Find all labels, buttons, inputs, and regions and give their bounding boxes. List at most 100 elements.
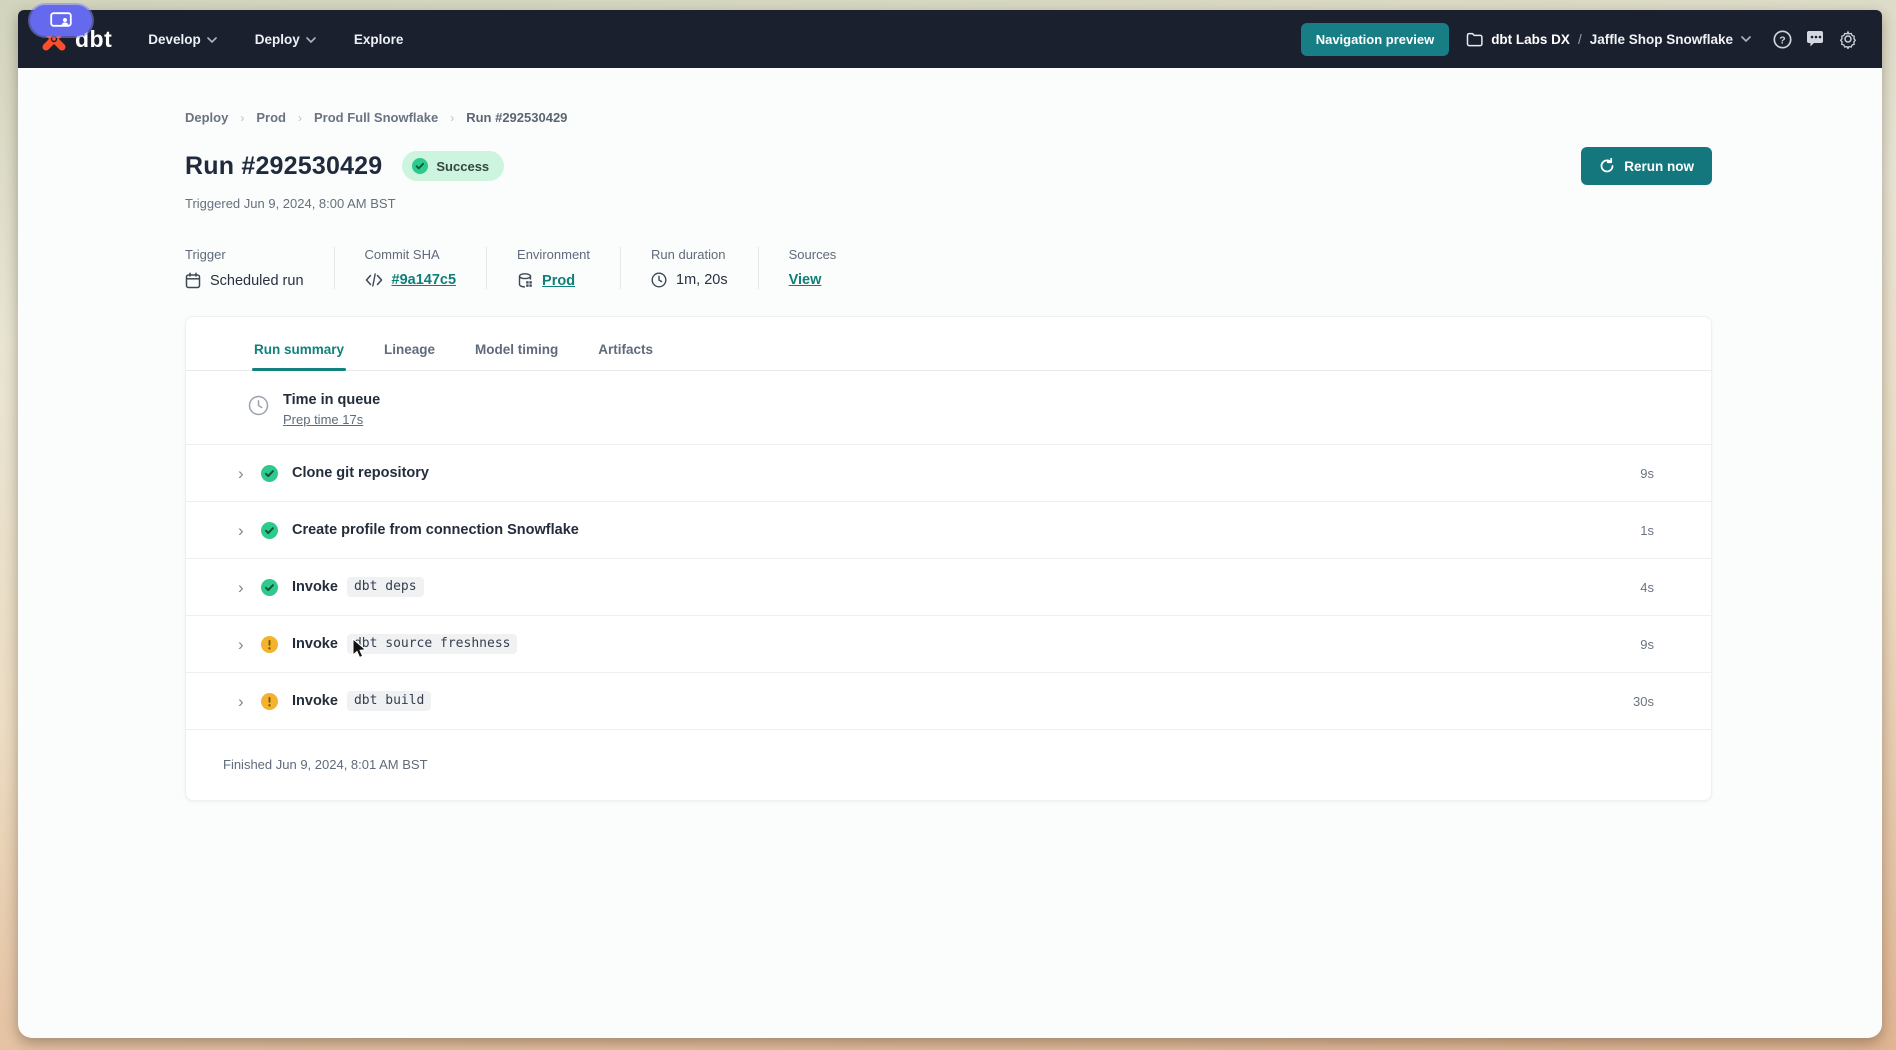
environment-link[interactable]: Prod <box>542 272 576 289</box>
project-name: Jaffle Shop Snowflake <box>1589 31 1733 47</box>
step-label: Invoke <box>292 579 338 595</box>
time-in-queue-title: Time in queue <box>283 392 381 408</box>
account-project-switcher[interactable]: dbt Labs DX / Jaffle Shop Snowflake <box>1466 32 1751 47</box>
chevron-down-icon <box>206 37 217 43</box>
account-name: dbt Labs DX <box>1491 31 1570 47</box>
step-duration: 4s <box>1640 579 1654 595</box>
screen-share-indicator[interactable] <box>30 5 92 36</box>
tab-bar: Run summary Lineage Model timing Artifac… <box>186 317 1711 371</box>
clock-icon <box>651 272 667 288</box>
menu-deploy[interactable]: Deploy <box>255 32 316 47</box>
step-row-clone-git[interactable]: › Clone git repository 9s <box>186 445 1711 502</box>
run-summary-card: Run summary Lineage Model timing Artifac… <box>185 316 1712 801</box>
step-command-chip: dbt deps <box>346 577 424 597</box>
run-meta-row: Trigger Scheduled run Commit SHA <box>185 247 1712 289</box>
mouse-cursor <box>352 638 367 659</box>
step-row-source-freshness[interactable]: › Invoke dbt source freshness 9s <box>186 616 1711 673</box>
step-duration: 30s <box>1633 693 1654 709</box>
menu-develop-label: Develop <box>148 31 201 47</box>
success-check-icon <box>261 464 278 482</box>
meta-duration-label: Run duration <box>651 247 726 262</box>
step-label: Clone git repository <box>292 465 429 481</box>
step-label: Create profile from connection Snowflake <box>292 522 579 538</box>
step-command-chip: dbt build <box>346 691 432 711</box>
svg-text:?: ? <box>1779 34 1785 46</box>
chevron-down-icon <box>306 37 316 43</box>
navbar-right: Navigation preview dbt Labs DX / Jaffle … <box>1300 22 1858 56</box>
top-navbar: dbt Develop Deploy Explore Navigation pr… <box>18 10 1882 68</box>
help-icon[interactable]: ? <box>1772 29 1792 49</box>
step-row-dbt-deps[interactable]: › Invoke dbt deps 4s <box>186 559 1711 616</box>
breadcrumb-run: Run #292530429 <box>466 110 568 125</box>
step-command-chip: dbt source freshness <box>346 634 518 654</box>
main-menu: Develop Deploy Explore <box>148 32 403 47</box>
tab-artifacts[interactable]: Artifacts <box>598 342 654 357</box>
expand-chevron-icon[interactable]: › <box>238 463 244 483</box>
menu-explore-label: Explore <box>353 31 404 47</box>
step-label: Invoke <box>292 693 338 709</box>
rerun-now-label: Rerun now <box>1624 158 1694 174</box>
screen-person-icon <box>50 12 72 27</box>
breadcrumb-separator-icon: › <box>450 110 455 125</box>
meta-trigger-value: Scheduled run <box>210 272 304 289</box>
meta-run-duration: Run duration 1m, 20s <box>651 247 759 289</box>
tab-run-summary[interactable]: Run summary <box>251 342 347 371</box>
meta-commit-label: Commit SHA <box>364 247 440 262</box>
success-check-icon <box>412 158 429 174</box>
breadcrumb-deploy[interactable]: Deploy <box>185 110 229 125</box>
app-window: dbt Develop Deploy Explore Navigation pr… <box>18 10 1882 1038</box>
meta-trigger: Trigger Scheduled run <box>185 247 335 289</box>
menu-explore[interactable]: Explore <box>354 32 404 47</box>
step-duration: 9s <box>1640 636 1654 652</box>
breadcrumb-prod[interactable]: Prod <box>256 110 286 125</box>
step-duration: 1s <box>1640 522 1654 538</box>
tab-model-timing[interactable]: Model timing <box>475 342 559 357</box>
expand-chevron-icon[interactable]: › <box>238 634 244 654</box>
crumb-separator: / <box>1577 31 1582 47</box>
status-badge-label: Success <box>436 158 490 174</box>
page-title: Run #292530429 <box>185 151 383 180</box>
code-icon <box>365 273 382 287</box>
warning-icon <box>261 635 278 653</box>
menu-deploy-label: Deploy <box>254 31 300 47</box>
warning-icon <box>261 692 278 710</box>
meta-duration-value: 1m, 20s <box>676 272 728 288</box>
tab-lineage[interactable]: Lineage <box>384 342 436 357</box>
finished-timestamp: Finished Jun 9, 2024, 8:01 AM BST <box>223 757 428 772</box>
success-check-icon <box>261 578 278 596</box>
meta-commit-sha: Commit SHA #9a147c5 <box>365 247 488 289</box>
prep-time-link[interactable]: Prep time 17s <box>283 412 364 427</box>
clock-outline-icon <box>248 395 269 416</box>
meta-environment-label: Environment <box>517 247 591 262</box>
breadcrumb-job[interactable]: Prod Full Snowflake <box>313 110 439 125</box>
commit-sha-link[interactable]: #9a147c5 <box>391 272 457 288</box>
triggered-timestamp: Triggered Jun 9, 2024, 8:00 AM BST <box>185 196 396 211</box>
step-row-create-profile[interactable]: › Create profile from connection Snowfla… <box>186 502 1711 559</box>
meta-sources-label: Sources <box>788 247 837 262</box>
breadcrumb: Deploy › Prod › Prod Full Snowflake › Ru… <box>185 110 1712 125</box>
feedback-icon[interactable] <box>1805 29 1825 49</box>
expand-chevron-icon[interactable]: › <box>238 577 244 597</box>
expand-chevron-icon[interactable]: › <box>238 520 244 540</box>
rerun-now-button[interactable]: Rerun now <box>1581 147 1712 185</box>
success-check-icon <box>261 521 278 539</box>
step-row-dbt-build[interactable]: › Invoke dbt build 30s <box>186 673 1711 730</box>
settings-gear-icon[interactable] <box>1838 29 1858 49</box>
sources-view-link[interactable]: View <box>788 272 822 288</box>
meta-environment: Environment Prod <box>517 247 622 289</box>
environment-icon <box>518 273 532 288</box>
time-in-queue-row: Time in queue Prep time 17s <box>186 371 1711 445</box>
meta-sources: Sources View <box>789 247 867 289</box>
menu-develop[interactable]: Develop <box>148 32 217 47</box>
navigation-preview-button[interactable]: Navigation preview <box>1300 22 1450 56</box>
meta-trigger-label: Trigger <box>185 247 226 262</box>
calendar-icon <box>185 272 201 289</box>
folder-icon <box>1466 32 1483 46</box>
step-label: Invoke <box>292 636 338 652</box>
status-badge: Success <box>402 151 505 181</box>
rerun-icon <box>1600 158 1614 173</box>
chevron-down-icon <box>1741 36 1751 42</box>
expand-chevron-icon[interactable]: › <box>238 691 244 711</box>
navbar-icon-group: ? <box>1772 29 1858 49</box>
